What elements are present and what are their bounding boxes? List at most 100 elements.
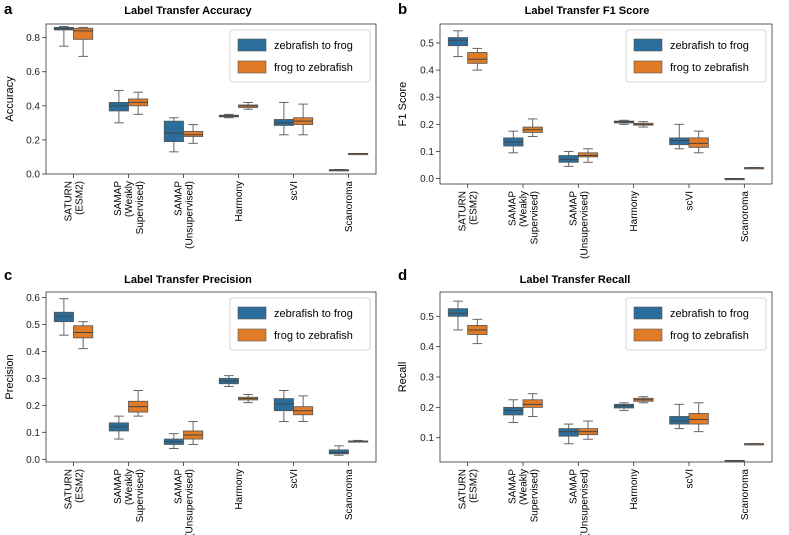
box-zebrafish-to-frog [669, 137, 690, 146]
x-tick-line: SAMAP [113, 181, 124, 216]
box-frog-to-zebrafish [522, 399, 543, 408]
y-tick-label: 0.5 [26, 320, 40, 331]
x-tick-label: Harmony [629, 191, 640, 232]
panel-letter: d [398, 267, 407, 284]
box-frog-to-zebrafish [183, 130, 204, 137]
x-tick-line: SAMAP [568, 191, 579, 226]
y-tick-label: 0.4 [420, 342, 434, 353]
y-tick-label: 0.2 [26, 401, 40, 412]
y-tick-label: 0.5 [420, 312, 434, 323]
x-tick-label: SAMAP(WeaklySupervised) [113, 181, 146, 235]
box-frog-to-zebrafish [73, 27, 94, 40]
x-tick-line: SAMAP [568, 469, 579, 504]
legend-swatch [633, 38, 663, 52]
y-tick-label: 0.4 [26, 101, 40, 112]
y-axis-label: Precision [4, 354, 16, 399]
legend-entry: frog to zebrafish [670, 330, 749, 342]
panel-letter: b [398, 1, 407, 18]
x-tick-label: Harmony [629, 469, 640, 510]
y-tick-label: 0.8 [26, 33, 40, 44]
y-tick-label: 0.1 [26, 428, 40, 439]
legend: zebrafish to frog frog to zebrafish [625, 29, 767, 83]
panel-letter: a [4, 1, 13, 18]
y-axis-label: F1 Score [397, 82, 409, 127]
legend-swatch [633, 60, 663, 74]
x-tick-line: Scanoroma [344, 469, 355, 521]
box-zebrafish-to-frog [273, 398, 294, 412]
x-tick-line: SAMAP [508, 191, 519, 226]
x-tick-label: SAMAP(WeaklySupervised) [508, 469, 541, 523]
x-tick-line: SAMAP [508, 469, 519, 504]
y-tick-label: 0.1 [420, 147, 434, 158]
x-tick-line: (Weakly [519, 469, 530, 505]
legend: zebrafish to frog frog to zebrafish [625, 297, 767, 351]
legend-swatch [237, 328, 267, 342]
x-tick-line: scVI [289, 181, 300, 200]
x-tick-line: (ESM2) [75, 181, 86, 215]
legend-box [229, 29, 371, 83]
y-tick-label: 0.0 [420, 174, 434, 185]
x-tick-line: (ESM2) [469, 469, 480, 503]
legend-entry: zebrafish to frog [274, 40, 353, 52]
y-tick-label: 0.3 [420, 373, 434, 384]
chart-title: Label Transfer Accuracy [124, 5, 252, 17]
panel-letter: c [4, 267, 12, 284]
x-tick-line: SAMAP [174, 469, 185, 504]
box-frog-to-zebrafish [688, 413, 709, 425]
y-tick-label: 0.0 [26, 455, 40, 466]
box-zebrafish-to-frog [108, 102, 129, 112]
x-tick-label: Harmony [234, 181, 245, 222]
x-tick-line: SAMAP [113, 469, 124, 504]
x-tick-label: Scanoroma [344, 181, 355, 233]
x-tick-line: Supervised) [135, 469, 146, 522]
x-tick-label: SAMAP(Unsupervised) [174, 469, 196, 535]
x-tick-label: SATURN(ESM2) [64, 469, 86, 509]
plot-frame [439, 23, 773, 185]
x-tick-line: Harmony [234, 469, 245, 510]
x-tick-label: SATURN(ESM2) [458, 191, 480, 231]
legend-swatch [633, 328, 663, 342]
box-frog-to-zebrafish [467, 52, 488, 64]
x-tick-label: Scanoroma [740, 469, 751, 521]
legend-swatch [237, 306, 267, 320]
box-zebrafish-to-frog [558, 428, 579, 437]
legend-box [229, 297, 371, 351]
legend-entry: zebrafish to frog [670, 40, 749, 52]
legend-box [625, 297, 767, 351]
box-zebrafish-to-frog [53, 311, 74, 323]
legend: zebrafish to frog frog to zebrafish [229, 29, 371, 83]
chart-panel-b: b Label Transfer F1 Score 0.0 0.1 0.2 0.3 0.4 0… [397, 1, 773, 259]
x-tick-label: SAMAP(Unsupervised) [174, 181, 196, 249]
y-tick-label: 0.2 [420, 403, 434, 414]
chart-title: Label Transfer Precision [124, 274, 252, 286]
x-tick-line: (Unsupervised) [185, 181, 196, 249]
x-tick-line: scVI [289, 469, 300, 488]
legend-entry: frog to zebrafish [274, 62, 353, 74]
y-tick-label: 0.5 [420, 38, 434, 49]
x-tick-line: (Unsupervised) [185, 469, 196, 535]
x-tick-label: SAMAP(WeaklySupervised) [508, 191, 541, 245]
y-tick-label: 0.2 [420, 120, 434, 131]
legend-swatch [633, 306, 663, 320]
chart-panel-c: c Label Transfer Precision 0.0 0.1 0.2 0.3 0.4… [4, 267, 377, 535]
legend: zebrafish to frog frog to zebrafish [229, 297, 371, 351]
x-tick-line: SATURN [458, 469, 469, 509]
x-tick-line: (Unsupervised) [579, 191, 590, 259]
y-tick-label: 0.4 [420, 66, 434, 77]
chart-title: Label Transfer F1 Score [525, 5, 650, 17]
x-tick-label: SATURN(ESM2) [458, 469, 480, 509]
plot-frame [45, 291, 377, 463]
x-tick-line: SATURN [458, 191, 469, 231]
x-tick-line: (ESM2) [469, 191, 480, 225]
box-zebrafish-to-frog [503, 406, 524, 416]
x-tick-line: Supervised) [530, 191, 541, 244]
x-tick-line: Harmony [234, 181, 245, 222]
legend-swatch [237, 38, 267, 52]
box-zebrafish-to-frog [558, 155, 579, 163]
box-frog-to-zebrafish [688, 137, 709, 148]
x-tick-label: scVI [685, 469, 696, 488]
chart-panel-a: a Label Transfer Accuracy 0.0 0.2 0.4 0.6 0.8 A… [4, 1, 377, 249]
y-tick-label: 0.4 [26, 347, 40, 358]
x-tick-line: Supervised) [135, 181, 146, 234]
